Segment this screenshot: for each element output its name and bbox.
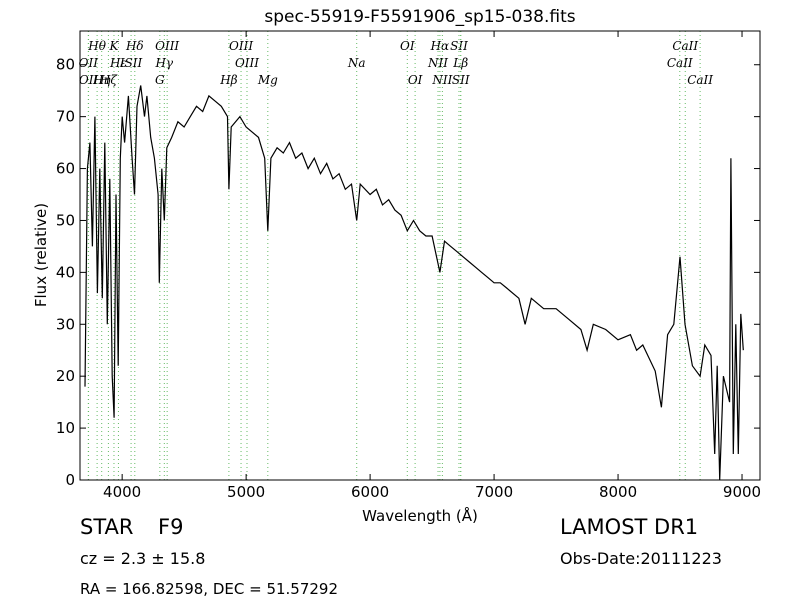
- spectral-line-label: Hζ: [99, 73, 118, 87]
- x-tick-label: 4000: [103, 483, 141, 501]
- y-tick-label: 60: [56, 160, 75, 178]
- y-tick-label: 30: [56, 315, 75, 333]
- y-tick-label: 20: [56, 367, 75, 385]
- spectral-line-label: Mg: [257, 73, 278, 87]
- spectral-line-label: Hβ: [219, 73, 237, 87]
- survey: LAMOST DR1: [560, 515, 698, 539]
- spectral-line-label: OI: [400, 39, 415, 53]
- x-tick-label: 7000: [475, 483, 513, 501]
- plot-frame: [79, 30, 761, 481]
- y-tick-label: 50: [56, 211, 75, 229]
- obs-date: Obs-Date:20111223: [560, 549, 722, 568]
- spectral-line-label: Hθ: [87, 39, 106, 53]
- spectral-line-label: OII: [79, 73, 99, 87]
- ra-dec: RA = 166.82598, DEC = 51.57292: [80, 580, 338, 598]
- spectral-line-label: OIII: [229, 39, 253, 53]
- y-tick-label: 0: [65, 471, 75, 489]
- spectral-line-label: Hδ: [125, 39, 144, 53]
- spectral-line-label: CaII: [667, 56, 693, 70]
- spectral-line-label: CaII: [687, 73, 713, 87]
- spectral-line-label: SII: [450, 39, 468, 53]
- spectral-line-label: CaII: [672, 39, 698, 53]
- spectral-line-label: SII: [452, 73, 470, 87]
- spectral-line-label: NII: [431, 73, 452, 87]
- spectral-line-label: Hγ: [154, 56, 173, 70]
- x-tick-label: 8000: [599, 483, 637, 501]
- spectral-line-label: NII: [427, 56, 448, 70]
- x-tick-label: 5000: [227, 483, 265, 501]
- y-axis-label: Flux (relative): [32, 203, 50, 307]
- spectral-line-label: OIII: [235, 56, 259, 70]
- spectral-line-label: G: [155, 73, 165, 87]
- spectral-line-label: Na: [347, 56, 366, 70]
- subclass: F9: [158, 515, 183, 539]
- spectrum: [84, 85, 744, 481]
- x-tick-label: 9000: [723, 483, 761, 501]
- spectral-line-label: OI: [408, 73, 423, 87]
- spectral-line-label: OIII: [155, 39, 179, 53]
- class: STAR: [80, 515, 133, 539]
- x-tick-label: 6000: [351, 483, 389, 501]
- spectral-line-label: K: [108, 39, 119, 53]
- chart-title: spec-55919-F5591906_sp15-038.fits: [264, 7, 575, 27]
- spectral-line-label: Hε: [109, 56, 127, 70]
- y-tick-label: 10: [56, 419, 75, 437]
- cz: cz = 2.3 ± 15.8: [80, 549, 205, 568]
- y-tick-label: 80: [56, 56, 75, 74]
- x-axis-label: Wavelength (Å): [362, 506, 478, 525]
- spectral-line-label: ISII: [119, 56, 143, 70]
- y-tick-label: 40: [56, 263, 75, 281]
- spectral-line-label: Hα: [430, 39, 450, 53]
- y-tick-label: 70: [56, 108, 75, 126]
- spectral-line-label: Hη: [92, 73, 111, 87]
